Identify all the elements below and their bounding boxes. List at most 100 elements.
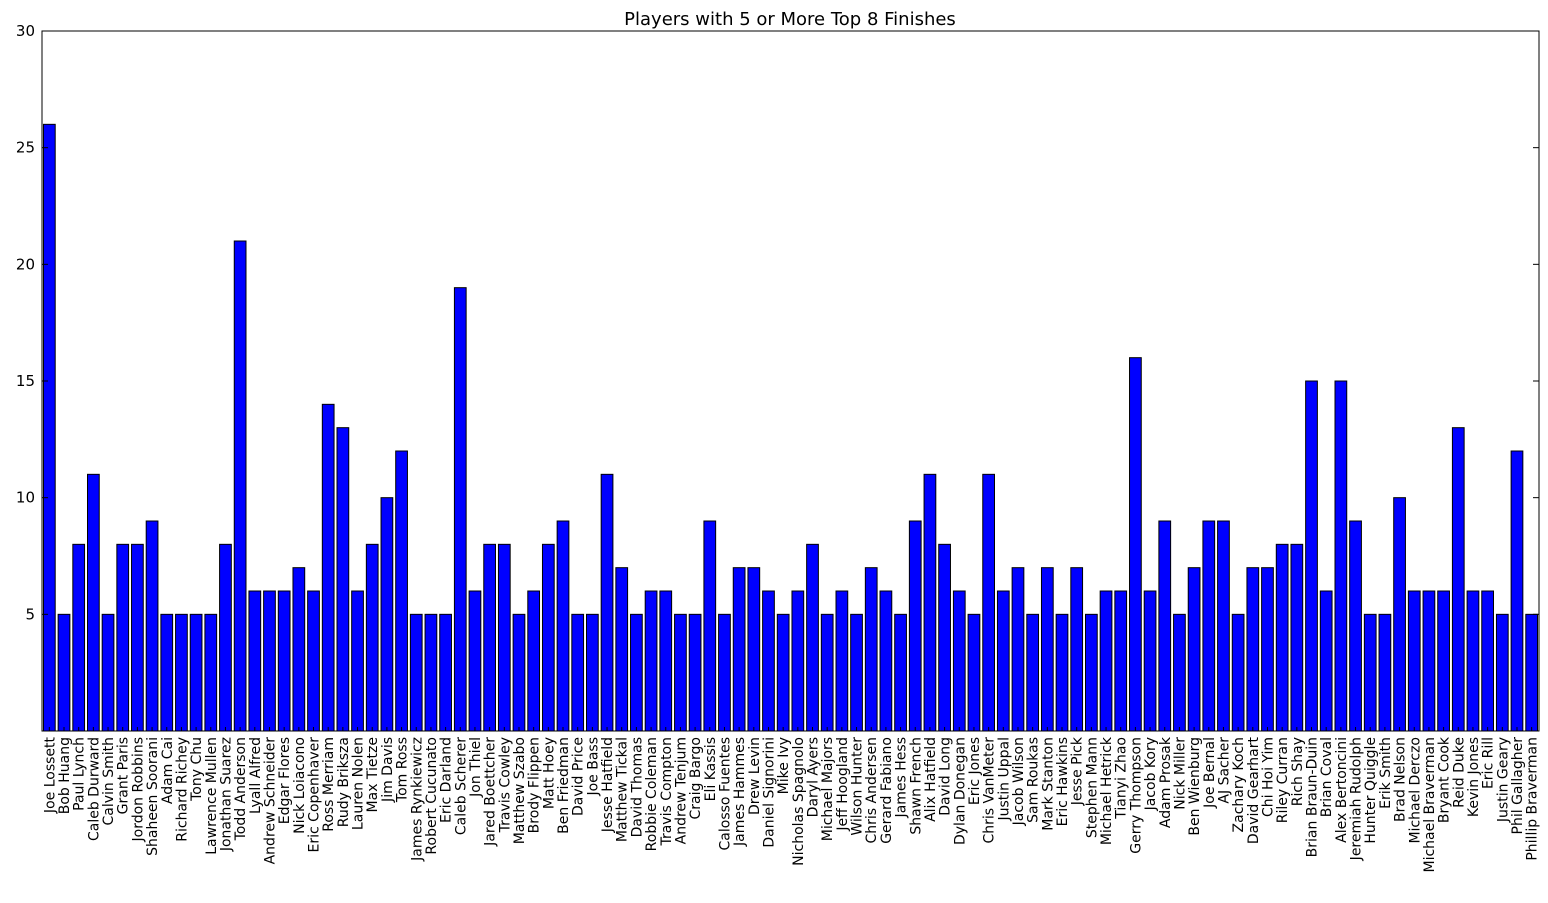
bar-84: [1275, 543, 1289, 732]
bar-26: [424, 613, 438, 732]
bar-53: [820, 613, 834, 732]
x-tick-label: Sam Roukas: [1026, 737, 1042, 823]
x-tick-label: Alex Bertoncini: [1334, 737, 1350, 843]
bar-42: [659, 590, 673, 732]
bar-22: [365, 543, 379, 732]
x-tick-label: Michael Majors: [820, 737, 836, 841]
x-tick-label: Rich Shay: [1290, 737, 1306, 806]
x-tick-label: Andrew Tenjum: [673, 737, 689, 844]
bar-80: [1217, 520, 1230, 732]
x-tick-label: Tom Ross: [395, 737, 411, 803]
x-tick-label: David Price: [571, 737, 587, 816]
bar-12: [219, 543, 232, 732]
bar-23: [380, 497, 394, 732]
x-tick-label: Adam Cai: [160, 737, 176, 804]
x-tick-label: Adam Prosak: [1158, 736, 1174, 828]
bar-63: [967, 613, 981, 732]
bar-15: [263, 590, 276, 732]
x-tick-label: Michael Derczo: [1407, 737, 1423, 844]
bar-56: [864, 567, 878, 732]
x-tick-label: Jon Thiel: [468, 737, 484, 798]
x-tick-label: David Gearhart: [1246, 736, 1262, 844]
x-tick-label: Shaheen Soorani: [145, 737, 161, 856]
bar-7: [145, 520, 159, 732]
bar-93: [1407, 590, 1421, 732]
x-tick-label: Chris Andersen: [864, 737, 880, 844]
bar-72: [1099, 590, 1113, 732]
bar-51: [791, 590, 805, 732]
x-tick-label: Lyall Alfred: [248, 737, 264, 814]
x-tick-label: Mark Stanton: [1040, 737, 1056, 831]
x-tick-label: Zachary Koch: [1231, 737, 1247, 832]
x-tick-label: Travis Cowley: [497, 737, 513, 833]
x-tick-label: Tony Chu: [189, 737, 205, 802]
bar-43: [674, 613, 687, 732]
bar-13: [233, 240, 247, 732]
y-tick-label: 20: [16, 255, 35, 273]
x-tick-label: Jim Davis: [380, 737, 396, 803]
x-tick-label: Andrew Schneider: [262, 737, 278, 865]
x-tick-label: Dylan Donegan: [952, 737, 968, 845]
bar-39: [615, 567, 629, 732]
x-tick-label: Drew Levin: [747, 737, 763, 815]
x-tick-label: Jesse Hatfield: [600, 737, 616, 833]
x-tick-label: Matthew Szabo: [512, 737, 528, 844]
bar-88: [1334, 380, 1348, 732]
x-tick-label: Nick Loiacono: [292, 737, 308, 834]
bar-60: [923, 473, 937, 732]
x-tick-label: Alix Hatfield: [923, 737, 939, 822]
x-tick-label: AJ Sacher: [1216, 737, 1232, 804]
bar-6: [131, 543, 144, 732]
x-tick-label: Eric Copenhaver: [307, 737, 323, 853]
bar-79: [1202, 520, 1216, 732]
x-tick-label: Erik Smith: [1378, 737, 1394, 809]
x-tick-label: Chi Hoi Yim: [1260, 737, 1276, 817]
y-tick-label: 10: [16, 489, 35, 507]
bar-99: [1495, 613, 1509, 732]
x-tick-label: Joe Bernal: [1202, 737, 1218, 809]
x-tick-label: Richard Richey: [174, 737, 190, 842]
x-tick-label: Bryant Cook: [1437, 736, 1453, 823]
x-tick-label: Bob Huang: [57, 737, 73, 814]
bar-52: [806, 543, 819, 732]
x-tick-label: Phillip Braverman: [1525, 737, 1541, 861]
bar-74: [1129, 357, 1142, 732]
x-tick-label: Jordon Robbins: [130, 737, 146, 842]
bar-70: [1070, 567, 1084, 732]
bar-101: [1525, 613, 1539, 732]
x-tick-label: Calosso Fuentes: [717, 737, 733, 850]
bar-77: [1173, 613, 1186, 732]
bar-33: [527, 590, 541, 732]
bar-31: [497, 543, 511, 732]
bar-41: [644, 590, 658, 732]
x-tick-label: Justin Geary: [1495, 737, 1511, 823]
bar-65: [996, 590, 1010, 732]
x-tick-label: Eric Hawkins: [1055, 737, 1071, 826]
bar-36: [571, 613, 585, 732]
y-axis: 5 10 15 20 25 30: [16, 22, 1539, 623]
bar-100: [1510, 450, 1524, 732]
x-tick-label: Shawn French: [908, 737, 924, 835]
bar-71: [1085, 613, 1098, 732]
bar-11: [204, 613, 218, 732]
x-tick-label: Stephen Mann: [1084, 737, 1100, 838]
x-tick-label: Ben Wienburg: [1187, 737, 1203, 836]
bar-46: [718, 613, 731, 732]
bar-69: [1055, 613, 1069, 732]
bar-4: [101, 613, 115, 732]
x-tick-label: Calvin Smith: [101, 737, 117, 826]
bar-40: [630, 613, 643, 732]
bar-14: [248, 590, 262, 732]
x-tick-label: Chris VanMeter: [982, 737, 998, 844]
x-tick-label: Max Tietze: [365, 737, 381, 812]
bar-16: [277, 590, 291, 732]
bar-38: [600, 473, 614, 732]
x-tick-label: Kevin Jones: [1466, 737, 1482, 817]
bar-44: [688, 613, 702, 732]
x-tick-label: Jacob Wilson: [1011, 737, 1027, 826]
bar-94: [1422, 590, 1436, 732]
plot-frame: [41, 30, 1540, 732]
x-tick-label: Jared Boettcher: [483, 737, 499, 847]
bar-89: [1349, 520, 1362, 732]
bar-2: [72, 543, 86, 732]
